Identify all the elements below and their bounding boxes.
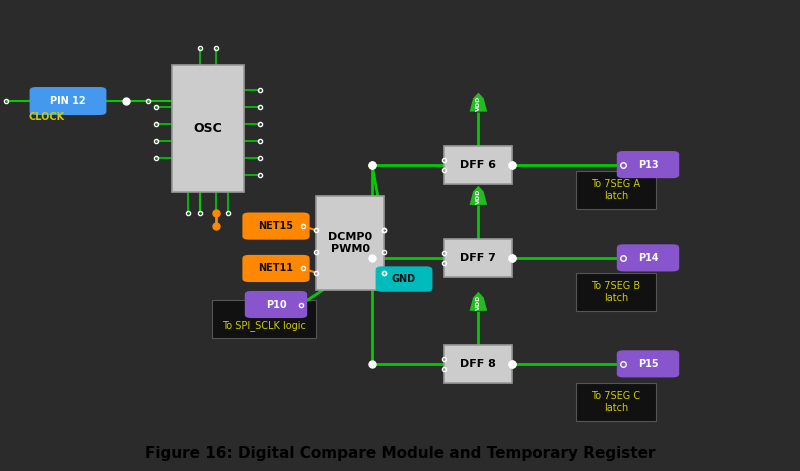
Text: NET15: NET15 <box>258 221 294 231</box>
FancyBboxPatch shape <box>212 300 316 338</box>
FancyBboxPatch shape <box>316 196 384 290</box>
Text: DFF 8: DFF 8 <box>460 359 496 369</box>
FancyBboxPatch shape <box>576 383 656 421</box>
FancyBboxPatch shape <box>444 146 512 184</box>
FancyBboxPatch shape <box>444 239 512 277</box>
Text: To 7SEG A
latch: To 7SEG A latch <box>591 179 641 201</box>
Text: VDD: VDD <box>476 294 481 310</box>
FancyBboxPatch shape <box>172 65 244 192</box>
FancyBboxPatch shape <box>576 273 656 311</box>
FancyBboxPatch shape <box>576 171 656 209</box>
Text: PIN 12: PIN 12 <box>50 96 86 106</box>
Text: P14: P14 <box>638 253 658 263</box>
FancyBboxPatch shape <box>617 350 679 377</box>
Text: DFF 7: DFF 7 <box>460 253 496 263</box>
Text: VDD: VDD <box>476 188 481 204</box>
Polygon shape <box>470 186 487 205</box>
Text: OSC: OSC <box>194 122 222 135</box>
Text: P10: P10 <box>266 300 286 309</box>
Text: A>B
To SPI_SCLK logic: A>B To SPI_SCLK logic <box>222 308 306 331</box>
Text: GND: GND <box>392 274 416 284</box>
FancyBboxPatch shape <box>30 87 106 115</box>
FancyBboxPatch shape <box>617 151 679 178</box>
FancyBboxPatch shape <box>617 244 679 271</box>
Text: To 7SEG B
latch: To 7SEG B latch <box>591 281 641 302</box>
FancyBboxPatch shape <box>376 266 432 292</box>
Text: VDD: VDD <box>476 95 481 111</box>
Text: Figure 16: Digital Compare Module and Temporary Register: Figure 16: Digital Compare Module and Te… <box>145 446 655 461</box>
Text: DFF 6: DFF 6 <box>460 160 496 170</box>
Polygon shape <box>470 292 487 311</box>
FancyBboxPatch shape <box>444 345 512 383</box>
FancyBboxPatch shape <box>242 255 310 282</box>
Text: DCMP0
PWM0: DCMP0 PWM0 <box>328 232 372 254</box>
FancyBboxPatch shape <box>245 291 307 318</box>
Text: To 7SEG C
latch: To 7SEG C latch <box>591 391 641 413</box>
FancyBboxPatch shape <box>242 212 310 240</box>
Text: P13: P13 <box>638 160 658 170</box>
Text: P15: P15 <box>638 359 658 369</box>
Text: CLOCK: CLOCK <box>28 112 64 122</box>
Polygon shape <box>470 92 487 112</box>
Text: NET11: NET11 <box>258 263 294 274</box>
